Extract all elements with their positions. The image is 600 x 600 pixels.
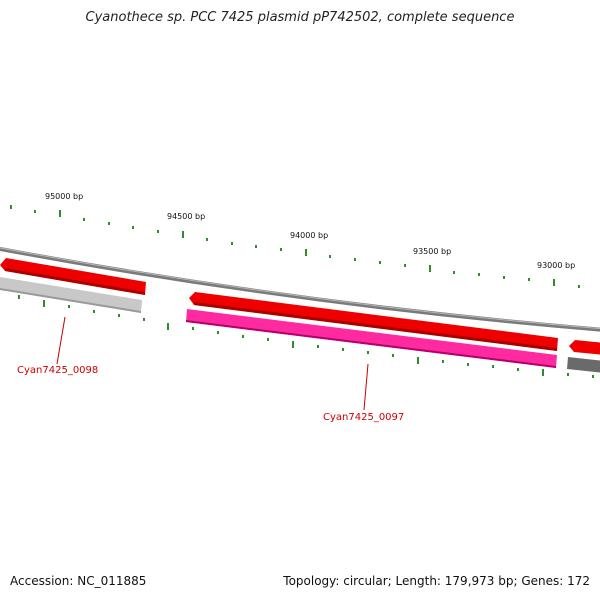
tick-label: 94000 bp xyxy=(290,231,328,240)
tick-label: 95000 bp xyxy=(45,192,83,201)
backbone-line xyxy=(0,246,600,332)
tick-label: 94500 bp xyxy=(167,212,205,221)
topology-summary: Topology: circular; Length: 179,973 bp; … xyxy=(283,574,590,588)
gene-label-cyan7425-0097[interactable]: Cyan7425_0097 xyxy=(323,412,404,423)
lower-tick-row xyxy=(18,295,594,378)
tick-label: 93000 bp xyxy=(537,261,575,270)
gene-leader-line xyxy=(56,316,66,365)
gene-arrow-reverse[interactable] xyxy=(567,357,600,373)
gene-arrow-forward[interactable] xyxy=(0,258,146,295)
gene-leader-line xyxy=(363,363,369,411)
tick-label: 93500 bp xyxy=(413,247,451,256)
gene-arrow-reverse[interactable] xyxy=(186,309,557,368)
gene-arrow-forward[interactable] xyxy=(569,340,600,355)
gene-label-cyan7425-0098[interactable]: Cyan7425_0098 xyxy=(17,365,98,376)
gene-arrow-reverse[interactable] xyxy=(0,277,142,313)
map-title: Cyanothece sp. PCC 7425 plasmid pP742502… xyxy=(85,10,515,25)
accession-text: Accession: NC_011885 xyxy=(10,574,147,588)
upper-tick-row xyxy=(10,205,580,288)
gene-arrow-forward[interactable] xyxy=(189,292,558,351)
